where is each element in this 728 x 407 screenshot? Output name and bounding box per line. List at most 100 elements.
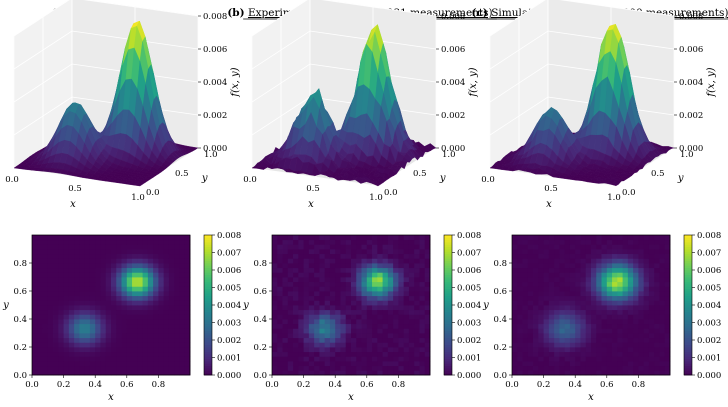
- heatmap-cell: [575, 347, 581, 353]
- heatmap-cell: [308, 258, 315, 264]
- heatmap-cell: [612, 342, 618, 348]
- heatmap-cell: [627, 277, 634, 283]
- heatmap-cell: [319, 295, 326, 301]
- heatmap-cell: [596, 323, 602, 329]
- heatmap-cell: [137, 323, 143, 329]
- heatmap-cell: [585, 323, 592, 329]
- heatmap-cell: [303, 370, 310, 376]
- heatmap-cell: [324, 263, 331, 269]
- y-tick-label: 0.4: [253, 315, 267, 325]
- heatmap-cell: [527, 253, 534, 259]
- heatmap-cell: [377, 249, 383, 255]
- z-tick-label: 0.000: [441, 144, 465, 154]
- heatmap-cell: [89, 337, 96, 343]
- colorbar-tick-label: 0.004: [457, 301, 481, 311]
- heatmap-cell: [654, 309, 660, 315]
- heatmap-cell: [121, 258, 128, 264]
- heatmap-cell: [272, 370, 278, 376]
- heatmap-cell: [303, 356, 310, 362]
- heatmap-cell: [63, 295, 70, 301]
- heatmap-cell: [559, 314, 566, 320]
- heatmap-cell: [42, 314, 49, 320]
- x-tick-label: 0.0: [5, 175, 19, 185]
- heatmap-cell: [58, 300, 64, 306]
- heatmap-cell: [303, 347, 310, 353]
- heatmap-cell: [153, 277, 159, 283]
- heatmap-cell: [287, 277, 294, 283]
- heatmap-cell: [356, 328, 362, 334]
- heatmap-cell: [414, 277, 420, 283]
- heatmap-cell: [559, 323, 566, 329]
- heatmap-cell: [398, 291, 405, 297]
- heatmap-cell: [356, 351, 362, 357]
- heatmap-cell: [308, 337, 315, 343]
- heatmap-cell: [340, 300, 347, 306]
- heatmap-cell: [543, 235, 550, 241]
- heatmap-cell: [585, 370, 592, 376]
- heatmap-cell: [351, 286, 357, 292]
- heatmap-cell: [324, 281, 331, 287]
- heatmap-cell: [319, 365, 326, 371]
- heatmap-cell: [564, 323, 571, 329]
- heatmap-cell: [372, 263, 378, 269]
- heatmap-cell: [596, 328, 602, 334]
- heatmap-cell: [564, 291, 571, 297]
- heatmap-cell: [179, 300, 186, 306]
- heatmap-cell: [548, 342, 555, 348]
- heatmap-cell: [387, 286, 394, 292]
- heatmap-cell: [345, 263, 352, 269]
- heatmap-cell: [580, 323, 587, 329]
- heatmap-cell: [356, 267, 362, 273]
- heatmap-cell: [648, 337, 655, 343]
- heatmap-cell: [664, 258, 671, 264]
- heatmap-cell: [132, 314, 138, 320]
- heatmap-cell: [324, 291, 331, 297]
- heatmap-cell: [622, 370, 629, 376]
- heatmap-cell: [569, 281, 576, 287]
- heatmap-cell: [174, 244, 180, 250]
- heatmap-cell: [638, 244, 645, 250]
- heatmap-cell: [287, 351, 294, 357]
- colorbar-segment: [684, 284, 692, 287]
- heatmap-cell: [643, 277, 650, 283]
- heatmap-cell: [627, 253, 634, 259]
- heatmap-cell: [324, 342, 331, 348]
- heatmap-cell: [142, 253, 149, 259]
- heatmap-cell: [100, 253, 107, 259]
- panel-label: (b): [227, 7, 244, 19]
- heatmap-cell: [564, 365, 571, 371]
- x-tick-label: 0.8: [392, 380, 406, 390]
- heatmap-cell: [100, 267, 107, 273]
- heatmap-cell: [287, 347, 294, 353]
- heatmap-cell: [174, 314, 180, 320]
- heatmap-cell: [314, 314, 320, 320]
- heatmap-cell: [63, 342, 70, 348]
- heatmap-cell: [79, 249, 86, 255]
- heatmap-cell: [174, 356, 180, 362]
- heatmap-cell: [596, 281, 602, 287]
- heatmap-cell: [361, 272, 368, 278]
- heatmap-cell: [126, 300, 133, 306]
- heatmap-cell: [74, 351, 80, 357]
- heatmap-cell: [361, 305, 368, 311]
- heatmap-cell: [84, 323, 91, 329]
- heatmap-cell: [47, 295, 54, 301]
- heatmap-cell: [89, 291, 96, 297]
- colorbar-segment: [204, 253, 212, 257]
- heatmap-cell: [512, 286, 518, 292]
- heatmap-cell: [277, 295, 283, 301]
- heatmap-cell: [319, 244, 326, 250]
- heatmap-cell: [132, 351, 138, 357]
- heatmap-cell: [105, 235, 112, 241]
- heatmap-cell: [554, 295, 560, 301]
- heatmap-cell: [559, 351, 566, 357]
- heatmap-cell: [424, 286, 431, 292]
- heatmap-cell: [158, 295, 165, 301]
- heatmap-cell: [622, 314, 629, 320]
- heatmap-cell: [116, 361, 122, 367]
- heatmap-cell: [287, 309, 294, 315]
- heatmap-cell: [329, 249, 336, 255]
- heatmap-cell: [538, 249, 544, 255]
- heatmap-cell: [522, 295, 529, 301]
- heatmap-cell: [324, 244, 331, 250]
